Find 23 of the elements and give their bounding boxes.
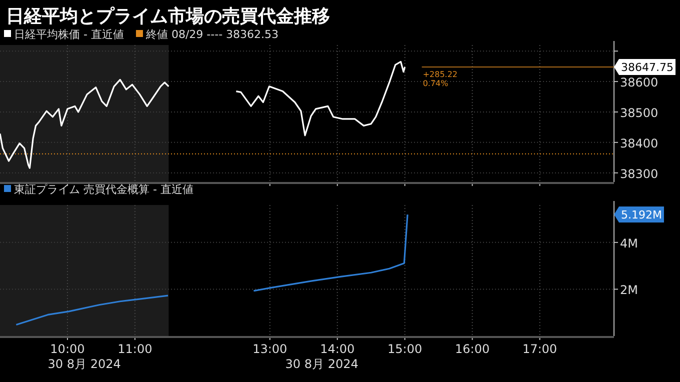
annotation: +285.22 <box>422 70 458 79</box>
text: 30 8月 2024 <box>48 357 121 371</box>
annotation: 0.74% <box>422 78 449 88</box>
x-tick-label: 13:00 <box>252 342 288 356</box>
text: 30 8月 2024 <box>285 357 358 371</box>
y-tick-label: 38400 <box>620 136 658 150</box>
x-tick-label: 16:00 <box>455 342 490 356</box>
y-tick-label: 2M <box>620 283 638 298</box>
y-tick-label: 38300 <box>620 166 658 181</box>
y-tick-label: 38500 <box>620 106 658 120</box>
x-tick-label: 15:00 <box>388 342 422 356</box>
y-tick-label: 4M <box>620 236 638 250</box>
title: 日経平均とプライム市場の売買代金推移 <box>6 6 330 27</box>
legend-label: 東証プライム 売買代金概算 - 直近値 <box>14 183 194 196</box>
x-tick-label: 17:00 <box>522 342 558 356</box>
text: 38647.75 <box>621 60 674 74</box>
x-tick-label: 11:00 <box>118 342 152 356</box>
legend-label: 日経平均株価 - 直近値 <box>14 28 124 41</box>
legend-label: 終値 08/29 ---- 38362.53 <box>144 28 279 41</box>
x-tick-label: 14:00 <box>320 342 355 356</box>
y-tick-label: 38600 <box>620 76 658 90</box>
text: 5.192M <box>621 208 662 222</box>
x-tick-label: 10:00 <box>50 342 85 356</box>
